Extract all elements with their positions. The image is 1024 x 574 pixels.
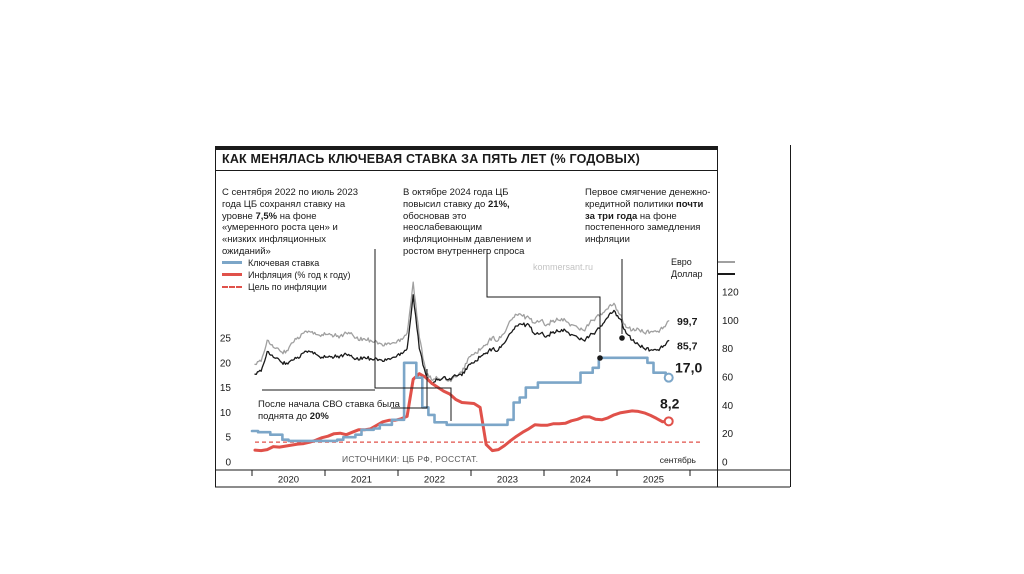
callout-rate-hold [374, 249, 452, 421]
legend-label: Ключевая ставка [248, 257, 320, 268]
x-axis-year-label: 2020 [278, 475, 299, 486]
legend-item-inflation: Инфляция (% год к году) [222, 269, 351, 280]
currency-legend: Евро Доллар [671, 256, 735, 280]
callout-dot-easing [619, 335, 625, 341]
left-axis-tick-label: 10 [220, 408, 232, 419]
watermark: kommersant.ru [533, 262, 594, 272]
sources-note: ИСТОЧНИКИ: ЦБ РФ, РОССТАТ. [342, 454, 479, 464]
left-axis-tick-label: 25 [220, 334, 232, 345]
legend: Ключевая ставка Инфляция (% год к году) … [222, 257, 351, 293]
right-axis-tick-label: 20 [722, 429, 734, 440]
annotation-first-easing: Первое смягчение денежно-кредитной полит… [585, 187, 711, 246]
legend-item-target: Цель по инфляции [222, 281, 351, 292]
frame-rule-left [215, 146, 216, 487]
right-axis-tick-label: 60 [722, 373, 734, 384]
frame-rule-middle [717, 146, 718, 487]
right-axis-tick-label: 120 [722, 288, 739, 299]
left-axis-tick-label: 15 [220, 383, 232, 394]
x-axis-year-label: 2025 [643, 475, 664, 486]
left-axis-tick-label: 5 [225, 433, 231, 444]
chart-title: КАК МЕНЯЛАСЬ КЛЮЧЕВАЯ СТАВКА ЗА ПЯТЬ ЛЕТ… [222, 152, 641, 166]
annotation-svo-20pct: После начала СВО ставка была поднята до … [258, 399, 400, 422]
right-axis-tick-label: 100 [722, 316, 739, 327]
dollar-end-label: 85,7 [677, 341, 698, 353]
key-rate-end-label: 17,0 [675, 360, 702, 376]
key-rate-line-swatch [222, 261, 242, 264]
legend-item-dollar: Доллар [671, 268, 735, 280]
end-month-label: сентябрь [659, 455, 696, 465]
x-axis-year-label: 2023 [497, 475, 518, 486]
right-axis-tick-label: 40 [722, 401, 734, 412]
callout-dot-21 [597, 355, 603, 361]
left-axis-tick-label: 20 [220, 358, 232, 369]
legend-label: Доллар [671, 269, 703, 279]
legend-item-key-rate: Ключевая ставка [222, 257, 351, 268]
x-axis-year-label: 2021 [351, 475, 372, 486]
euro-end-label: 99,7 [677, 316, 698, 328]
dollar-line-swatch [718, 273, 735, 275]
legend-item-euro: Евро [671, 256, 735, 268]
annotation-rate-hike-21: В октябре 2024 года ЦБ повысил ставку до… [403, 187, 532, 257]
annotation-rate-hold: С сентября 2022 по июль 2023 года ЦБ сох… [222, 187, 359, 257]
frame-rule-right [790, 145, 791, 487]
left-axis-tick-label: 0 [225, 458, 231, 469]
x-axis-year-label: 2024 [570, 475, 591, 486]
title-top-bar [215, 146, 718, 150]
inflation-end-label: 8,2 [660, 395, 680, 411]
x-axis-year-label: 2022 [424, 475, 445, 486]
right-axis-tick-label: 0 [722, 458, 728, 469]
inflation-endpoint [663, 416, 674, 427]
key-rate-endpoint [663, 372, 674, 383]
legend-label: Евро [671, 257, 692, 267]
legend-label: Цель по инфляции [248, 281, 327, 292]
series-line-Доллар [254, 294, 670, 385]
series-line-Евро [254, 281, 670, 383]
inflation-line-swatch [222, 273, 242, 276]
inflation-target-swatch [222, 285, 242, 288]
legend-label: Инфляция (% год к году) [248, 269, 351, 280]
right-axis-tick-label: 80 [722, 344, 734, 355]
title-underline [215, 170, 718, 171]
euro-line-swatch [718, 261, 735, 263]
